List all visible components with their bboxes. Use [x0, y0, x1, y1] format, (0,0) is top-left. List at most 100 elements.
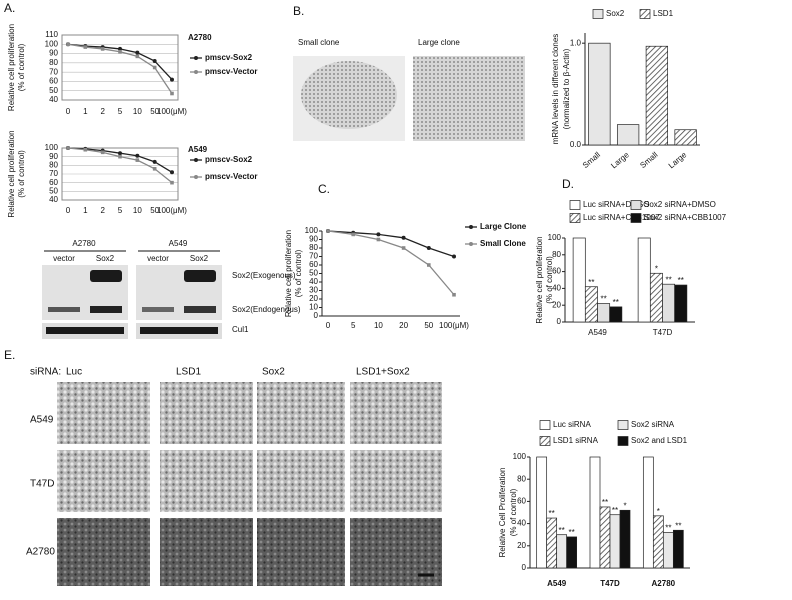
legend-label: LSD1 siRNA	[553, 436, 599, 445]
x-tick-label: 100(μM)	[439, 321, 469, 330]
legend-swatch	[630, 213, 642, 223]
blot-cell-line: A549	[169, 239, 188, 248]
significance: **	[602, 498, 608, 507]
x-tick-label: 100(μM)	[157, 107, 187, 116]
point	[401, 246, 406, 250]
x-tick-label: 0	[66, 107, 71, 116]
bar	[546, 517, 558, 569]
y-tick-label: 60	[49, 178, 58, 187]
bar	[588, 42, 611, 146]
y-tick-label: 100	[45, 39, 59, 48]
bar	[619, 509, 631, 569]
legend-swatch	[639, 9, 651, 19]
legend-marker	[194, 175, 198, 179]
plot-frame	[61, 34, 179, 101]
y-axis-label: (% of control)	[17, 150, 26, 198]
photo	[257, 518, 345, 586]
x-tick-label: Large	[667, 150, 689, 170]
x-tick-label: 5	[351, 321, 356, 330]
bar	[599, 506, 611, 569]
band	[90, 270, 122, 282]
x-tick-label: A549	[547, 579, 567, 588]
y-axis-label: Relative cell proliferation	[7, 24, 16, 111]
y-axis-label: Relative cell proliferation	[284, 230, 293, 317]
bar	[674, 129, 697, 146]
significance: **	[600, 295, 606, 304]
point	[170, 91, 174, 96]
row-label: T47D	[30, 479, 54, 490]
point	[135, 153, 140, 158]
chart-title: A2780	[188, 33, 212, 42]
y-tick-label: 90	[49, 152, 58, 161]
bar	[616, 124, 640, 146]
point	[170, 170, 174, 175]
significance: **	[665, 524, 671, 533]
x-tick-label: 0	[326, 321, 331, 330]
bar	[572, 237, 586, 323]
y-tick-label: 1.0	[570, 38, 582, 47]
x-tick-label: 10	[133, 107, 142, 116]
legend-marker	[194, 70, 198, 74]
x-tick-label: 20	[399, 321, 408, 330]
point	[152, 59, 157, 63]
y-tick-label: 60	[517, 497, 526, 506]
bar	[589, 456, 601, 569]
column-label: Sox2	[262, 367, 285, 378]
photo	[257, 382, 345, 444]
legend-label: Sox2	[606, 9, 625, 18]
bar	[662, 532, 674, 569]
x-tick-label: 2	[100, 206, 105, 215]
x-tick-label: 5	[118, 107, 123, 116]
y-tick-label: 80	[309, 243, 318, 252]
x-tick-label: 50	[424, 321, 433, 330]
bar	[674, 284, 688, 323]
significance: **	[678, 276, 684, 285]
band	[140, 327, 218, 334]
lane-label: vector	[53, 254, 75, 263]
colony	[301, 61, 397, 129]
y-tick-label: 60	[552, 267, 561, 276]
y-tick-label: 80	[49, 160, 58, 169]
photo	[350, 382, 442, 444]
x-tick-label: 0	[66, 206, 71, 215]
y-tick-label: 90	[49, 49, 58, 58]
significance: *	[655, 264, 658, 273]
bar	[672, 529, 684, 569]
panel-label: C.	[318, 182, 330, 196]
x-tick-label: 2	[100, 107, 105, 116]
panel-label: B.	[293, 4, 304, 18]
x-tick-label: 10	[133, 206, 142, 215]
legend-swatch	[617, 436, 629, 446]
y-tick-label: 50	[49, 186, 58, 195]
x-tick-label: A549	[588, 328, 607, 337]
point	[170, 180, 174, 185]
point	[135, 158, 140, 162]
y-axis-label: Relative Cell Proliferation	[498, 468, 507, 558]
band-label: Cul1	[232, 325, 249, 334]
row-label: A2780	[26, 547, 55, 558]
legend-marker	[194, 56, 198, 60]
legend-marker	[194, 158, 198, 162]
x-tick-label: 5	[118, 206, 123, 215]
y-tick-label: 20	[309, 294, 318, 303]
y-axis-label: (% of control)	[545, 256, 554, 304]
bar	[645, 45, 669, 146]
line	[327, 230, 455, 258]
grid-header: siRNA:	[30, 367, 61, 378]
point	[427, 263, 431, 267]
significance: **	[549, 509, 555, 518]
significance: **	[588, 278, 594, 287]
band	[184, 306, 216, 313]
x-tick-label: Large	[609, 150, 631, 170]
y-tick-label: 70	[49, 169, 58, 178]
significance: **	[612, 506, 618, 515]
legend-label: Luc siRNA+DMSO	[583, 200, 649, 209]
y-tick-label: 60	[309, 260, 318, 269]
photo	[160, 382, 253, 444]
legend-label: Sox2 and LSD1	[631, 436, 688, 445]
point	[83, 147, 88, 152]
legend-swatch	[630, 200, 642, 210]
legend-label: Sox2 siRNA+DMSO	[644, 200, 716, 209]
bar	[609, 514, 621, 569]
bar	[649, 272, 663, 323]
